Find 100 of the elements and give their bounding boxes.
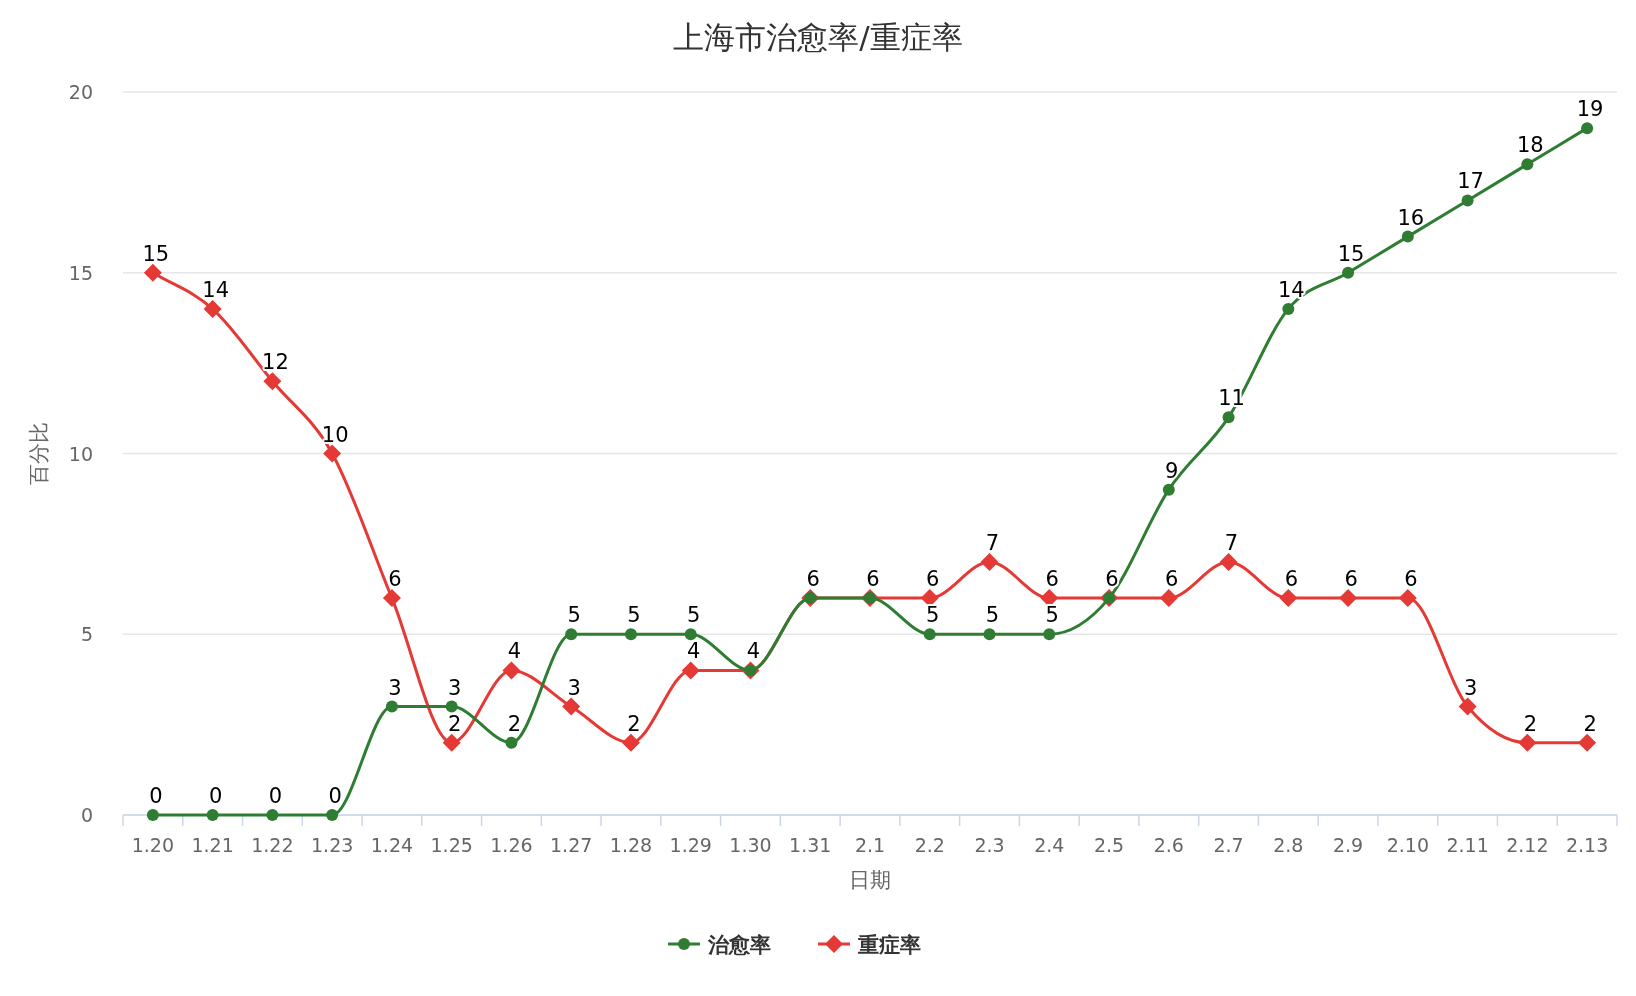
data-label: 5: [985, 603, 1000, 628]
data-label: 3: [1463, 675, 1478, 700]
point: [1339, 589, 1358, 608]
point: [1043, 628, 1056, 641]
data-label: 0: [328, 784, 342, 808]
x-tick-label: 2.2: [914, 834, 945, 856]
point: [1398, 589, 1417, 608]
data-label: 2: [507, 711, 522, 736]
point: [1578, 733, 1597, 752]
point: [562, 697, 581, 716]
x-tick-label: 2.5: [1093, 834, 1125, 856]
data-label: 7: [985, 530, 1000, 555]
data-label: 19: [1576, 97, 1604, 122]
data-label: 6: [926, 567, 940, 592]
point: [382, 589, 401, 608]
data-label: 9: [1165, 458, 1179, 483]
point: [1521, 158, 1534, 171]
data-label: 15: [142, 241, 170, 266]
y-tick-label: 15: [68, 261, 93, 284]
x-tick-label: 1.26: [490, 834, 533, 856]
x-tick-label: 1.22: [251, 834, 294, 856]
y-tick-label: 20: [68, 81, 93, 103]
point: [1222, 411, 1235, 424]
data-label: 4: [507, 639, 522, 664]
x-tick-label: 2.3: [974, 834, 1005, 856]
point: [505, 736, 518, 749]
point: [146, 809, 159, 821]
point: [266, 809, 279, 821]
data-label: 6: [388, 567, 402, 592]
data-label: 5: [567, 603, 581, 628]
point: [980, 552, 999, 571]
x-tick-label: 2.11: [1446, 834, 1489, 856]
x-tick-label: 2.1: [854, 834, 886, 856]
x-tick-label: 2.10: [1386, 834, 1429, 856]
data-label: 0: [268, 784, 283, 808]
data-label: 2: [447, 711, 462, 736]
legend-label: 治愈率: [707, 933, 771, 957]
data-label: 4: [687, 639, 701, 664]
data-label: 5: [627, 603, 641, 628]
data-label: 15: [1337, 241, 1365, 266]
legend-label: 重症率: [857, 933, 921, 957]
data-label: 6: [1284, 567, 1299, 592]
y-tick-label: 10: [68, 442, 93, 465]
x-tick-label: 2.6: [1153, 834, 1184, 856]
point: [323, 444, 342, 463]
x-tick-label: 1.27: [550, 834, 593, 856]
point: [1159, 589, 1178, 608]
x-tick-label: 1.31: [789, 834, 832, 856]
data-label: 12: [262, 350, 289, 375]
data-label: 6: [1105, 567, 1119, 592]
point: [143, 263, 162, 282]
data-label: 7: [1224, 530, 1239, 555]
data-label: 18: [1516, 133, 1544, 158]
point: [983, 628, 996, 641]
data-label: 4: [746, 639, 761, 664]
point: [203, 299, 222, 318]
point: [385, 700, 398, 713]
data-label: 2: [627, 711, 641, 736]
x-tick-label: 1.28: [609, 834, 653, 856]
point: [624, 628, 637, 641]
data-label: 0: [208, 784, 223, 808]
point: [1581, 122, 1594, 135]
x-axis-title: 日期: [849, 868, 891, 892]
point: [565, 628, 578, 641]
x-tick-label: 2.12: [1506, 834, 1549, 856]
data-label: 10: [321, 422, 349, 447]
data-label: 5: [926, 603, 940, 628]
data-label: 16: [1397, 205, 1425, 230]
point: [442, 733, 461, 752]
point: [1401, 230, 1414, 243]
data-label: 6: [1344, 567, 1358, 592]
y-tick-label: 0: [80, 804, 93, 826]
x-tick-label: 1.25: [430, 834, 473, 856]
data-label: 0: [149, 784, 163, 808]
data-label: 6: [1045, 567, 1059, 592]
point: [1279, 589, 1298, 608]
point: [1342, 266, 1355, 279]
x-tick-label: 1.24: [370, 834, 414, 856]
point: [326, 809, 339, 821]
point: [1219, 552, 1238, 571]
data-label: 6: [806, 567, 820, 592]
x-tick-label: 1.30: [729, 834, 772, 856]
point: [1162, 483, 1175, 496]
point: [206, 809, 219, 821]
x-tick-label: 2.7: [1213, 834, 1244, 856]
data-label: 17: [1457, 169, 1484, 194]
point: [621, 733, 640, 752]
x-tick-label: 1.23: [311, 834, 354, 856]
point: [681, 661, 700, 680]
chart-title: 上海市治愈率/重症率: [673, 19, 963, 55]
data-label: 14: [202, 277, 230, 302]
data-label: 6: [866, 567, 880, 592]
x-tick-label: 2.4: [1034, 834, 1065, 856]
y-tick-label: 5: [80, 623, 93, 646]
x-tick-label: 2.8: [1273, 834, 1304, 856]
point: [263, 372, 282, 391]
y-axis-title: 百分比: [27, 422, 51, 485]
data-label: 5: [1045, 603, 1059, 628]
point: [1458, 697, 1477, 716]
data-label: 6: [1165, 567, 1179, 592]
